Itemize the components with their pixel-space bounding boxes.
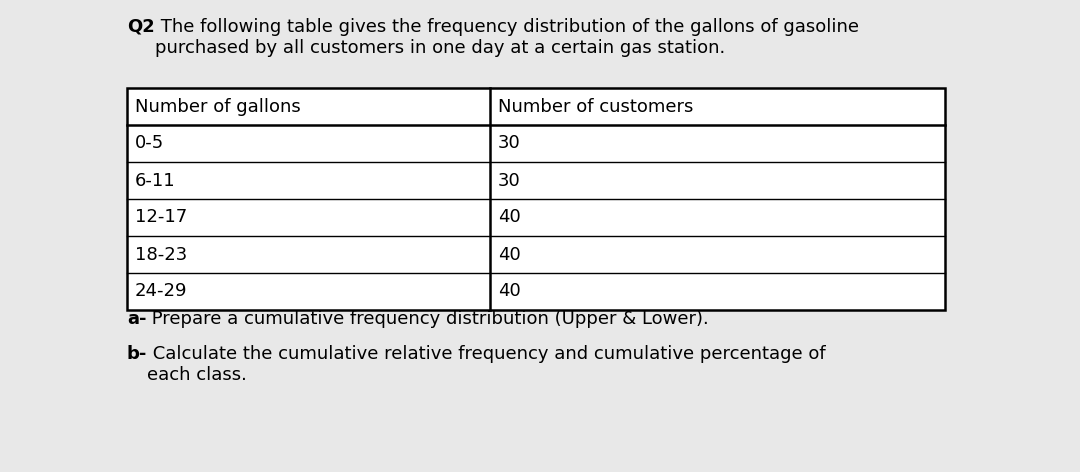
Text: b-: b- (127, 345, 147, 363)
Text: 6-11: 6-11 (135, 171, 176, 189)
Text: The following table gives the frequency distribution of the gallons of gasoline
: The following table gives the frequency … (154, 18, 859, 57)
Text: Q2: Q2 (127, 18, 154, 36)
Text: 0-5: 0-5 (135, 135, 164, 152)
Text: 40: 40 (498, 209, 521, 227)
Text: 40: 40 (498, 245, 521, 263)
Text: 30: 30 (498, 171, 521, 189)
Text: Calculate the cumulative relative frequency and cumulative percentage of
each cl: Calculate the cumulative relative freque… (147, 345, 826, 384)
Text: 40: 40 (498, 283, 521, 301)
Text: Number of customers: Number of customers (498, 98, 693, 116)
Text: Number of gallons: Number of gallons (135, 98, 300, 116)
Text: 30: 30 (498, 135, 521, 152)
Text: Prepare a cumulative frequency distribution (Upper & Lower).: Prepare a cumulative frequency distribut… (147, 310, 710, 328)
Text: a-: a- (127, 310, 147, 328)
Text: 12-17: 12-17 (135, 209, 187, 227)
Text: 24-29: 24-29 (135, 283, 188, 301)
Text: 18-23: 18-23 (135, 245, 187, 263)
Bar (127, 88, 945, 310)
Bar (127, 88, 945, 310)
